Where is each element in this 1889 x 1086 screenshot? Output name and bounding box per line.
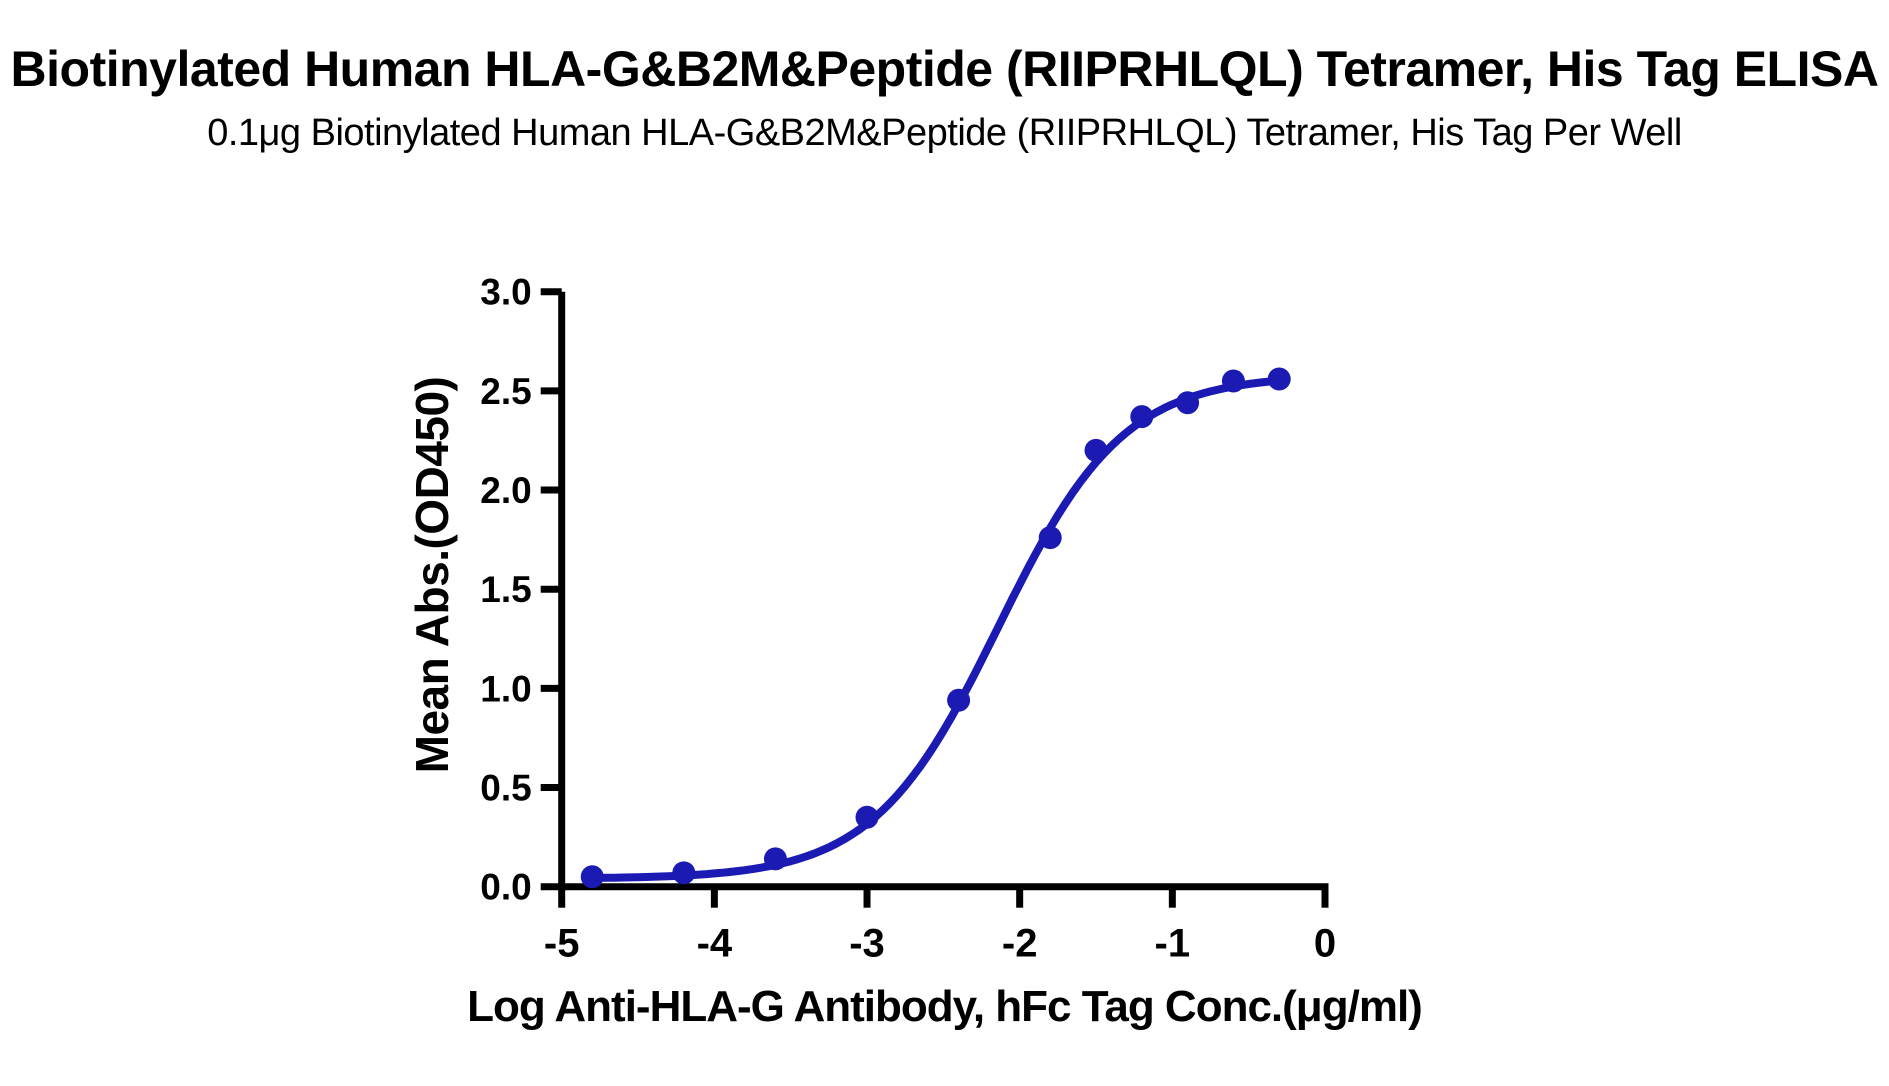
chart-title: Biotinylated Human HLA-G&B2M&Peptide (RI… [10,41,1879,97]
data-point [947,688,971,712]
x-tick-label: -4 [697,922,733,966]
data-point [1267,367,1291,391]
chart-subtitle: 0.1μg Biotinylated Human HLA-G&B2M&Pepti… [207,112,1682,154]
fit-curve [588,376,1284,882]
y-tick-label: 2.0 [480,470,531,511]
x-tick-label: 0 [1314,922,1336,966]
data-point [1176,391,1200,415]
y-tick-label: 3.0 [480,272,531,313]
data-point [855,805,879,829]
y-tick-label: 0.5 [480,768,531,809]
x-axis-title: Log Anti-HLA-G Antibody, hFc Tag Conc.(μ… [467,982,1423,1031]
y-tick-label: 1.5 [480,569,531,610]
data-point [1130,405,1154,429]
x-tick-label: -3 [849,922,885,966]
data-point [1084,438,1108,462]
data-point [1038,526,1062,550]
x-tick-label: -5 [544,922,580,966]
y-tick-label: 2.5 [480,371,531,412]
data-point [763,847,787,871]
y-tick-label: 1.0 [480,668,531,709]
data-point [672,861,696,885]
x-tick-label: -1 [1155,922,1191,966]
y-axis-title: Mean Abs.(OD450) [406,376,458,774]
x-tick-label: -2 [1002,922,1038,966]
y-tick-label: 0.0 [480,867,531,908]
data-point [580,865,604,889]
data-point [1221,369,1245,393]
